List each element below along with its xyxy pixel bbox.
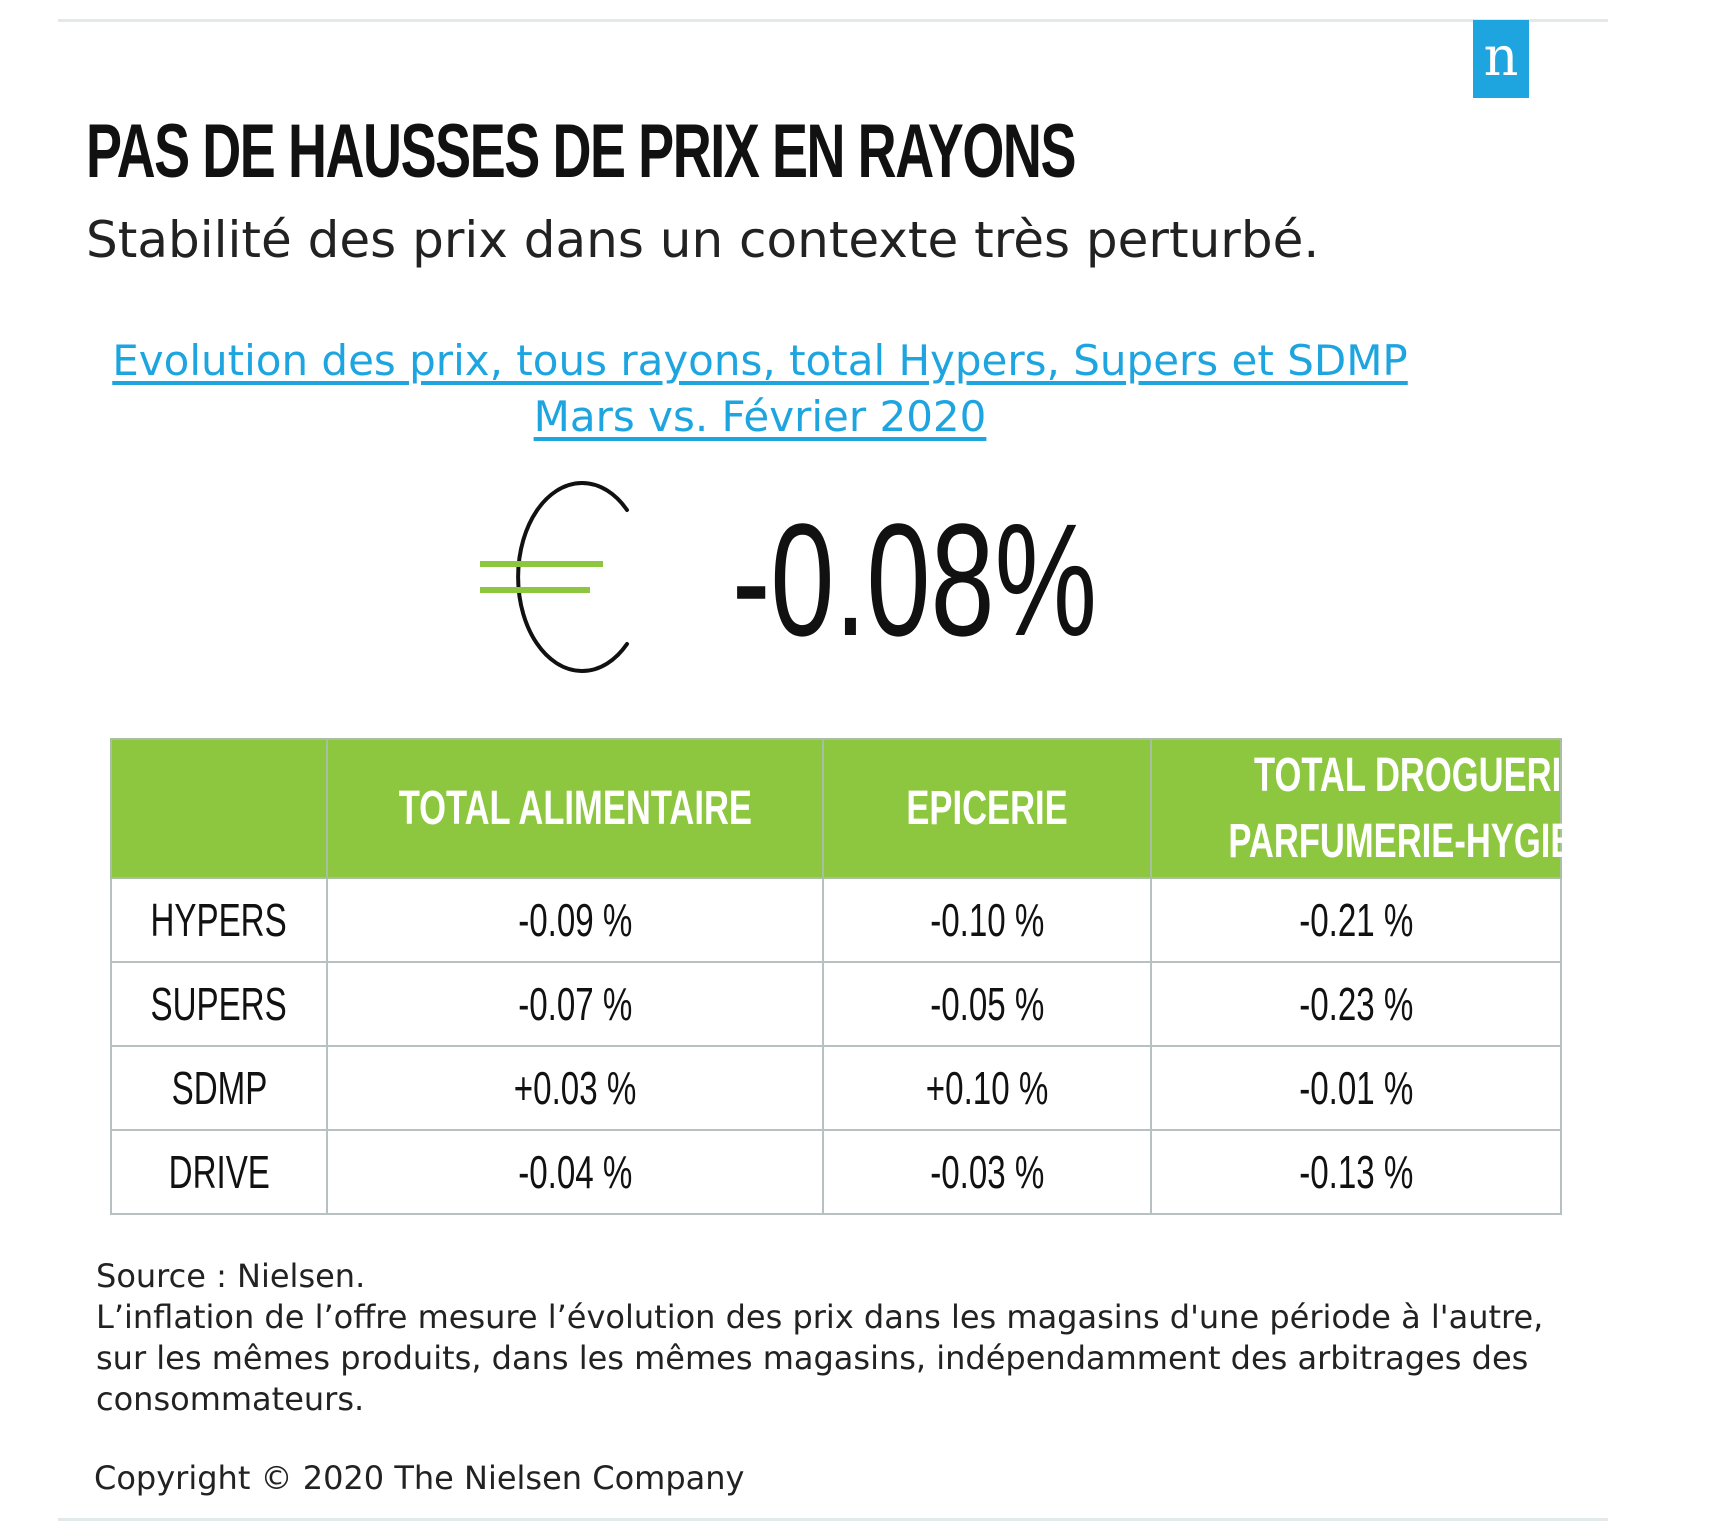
table-cell: +0.10 % — [822, 1045, 1152, 1131]
table-cell: -0.23 % — [1150, 961, 1562, 1047]
headline-value: -0.08% — [732, 490, 1098, 669]
row-label: DRIVE — [110, 1129, 328, 1215]
column-header-line2: PARFUMERIE-HYGIENE — [1228, 814, 1622, 868]
table-cell: -0.01 % — [1150, 1045, 1562, 1131]
column-header: EPICERIE — [906, 781, 1068, 835]
page-title: PAS DE HAUSSES DE PRIX EN RAYONS — [86, 109, 1076, 194]
header-droguerie-parfumerie-hygiene: TOTAL DROGUERIE- PARFUMERIE-HYGIENE — [1150, 738, 1621, 879]
top-divider — [58, 19, 1608, 22]
header-epicerie: EPICERIE — [822, 738, 1152, 879]
table-row-drive: DRIVE -0.04 % -0.03 % -0.13 % — [110, 1129, 1562, 1215]
column-header-line1: TOTAL DROGUERIE- — [1254, 748, 1596, 802]
table-cell: -0.09 % — [326, 877, 824, 963]
row-label: SDMP — [110, 1045, 328, 1131]
euro-icon — [480, 481, 629, 673]
column-header: TOTAL ALIMENTAIRE — [398, 781, 752, 835]
table-cell: -0.10 % — [822, 877, 1152, 963]
table-cell: -0.03 % — [822, 1129, 1152, 1215]
chart-heading-line2[interactable]: Mars vs. Février 2020 — [533, 392, 987, 441]
table-row-hypers: HYPERS -0.09 % -0.10 % -0.21 % — [110, 877, 1562, 963]
page-subtitle: Stabilité des prix dans un contexte très… — [86, 211, 1320, 269]
nielsen-logo: n — [1473, 20, 1529, 98]
chart-heading-line1[interactable]: Evolution des prix, tous rayons, total H… — [112, 336, 1408, 385]
table-cell: -0.04 % — [326, 1129, 824, 1215]
table-row-sdmp: SDMP +0.03 % +0.10 % -0.01 % — [110, 1045, 1562, 1131]
copyright: Copyright © 2020 The Nielsen Company — [94, 1459, 745, 1497]
table-cell: -0.13 % — [1150, 1129, 1562, 1215]
table-cell: -0.21 % — [1150, 877, 1562, 963]
table-header-row: TOTAL ALIMENTAIRE EPICERIE TOTAL DROGUER… — [110, 738, 1621, 879]
row-label: HYPERS — [110, 877, 328, 963]
table-cell: -0.05 % — [822, 961, 1152, 1047]
price-evolution-table: TOTAL ALIMENTAIRE EPICERIE TOTAL DROGUER… — [110, 738, 1621, 1215]
header-corner — [110, 738, 328, 879]
logo-letter: n — [1483, 25, 1519, 88]
header-total-alimentaire: TOTAL ALIMENTAIRE — [326, 738, 824, 879]
table-cell: -0.07 % — [326, 961, 824, 1047]
footnote: Source : Nielsen. L’inflation de l’offre… — [96, 1256, 1596, 1420]
bottom-divider — [58, 1518, 1608, 1521]
table-row-supers: SUPERS -0.07 % -0.05 % -0.23 % — [110, 961, 1562, 1047]
methodology-note: L’inflation de l’offre mesure l’évolutio… — [96, 1298, 1544, 1418]
table-cell: +0.03 % — [326, 1045, 824, 1131]
row-label: SUPERS — [110, 961, 328, 1047]
source-note: Source : Nielsen. — [96, 1257, 366, 1295]
